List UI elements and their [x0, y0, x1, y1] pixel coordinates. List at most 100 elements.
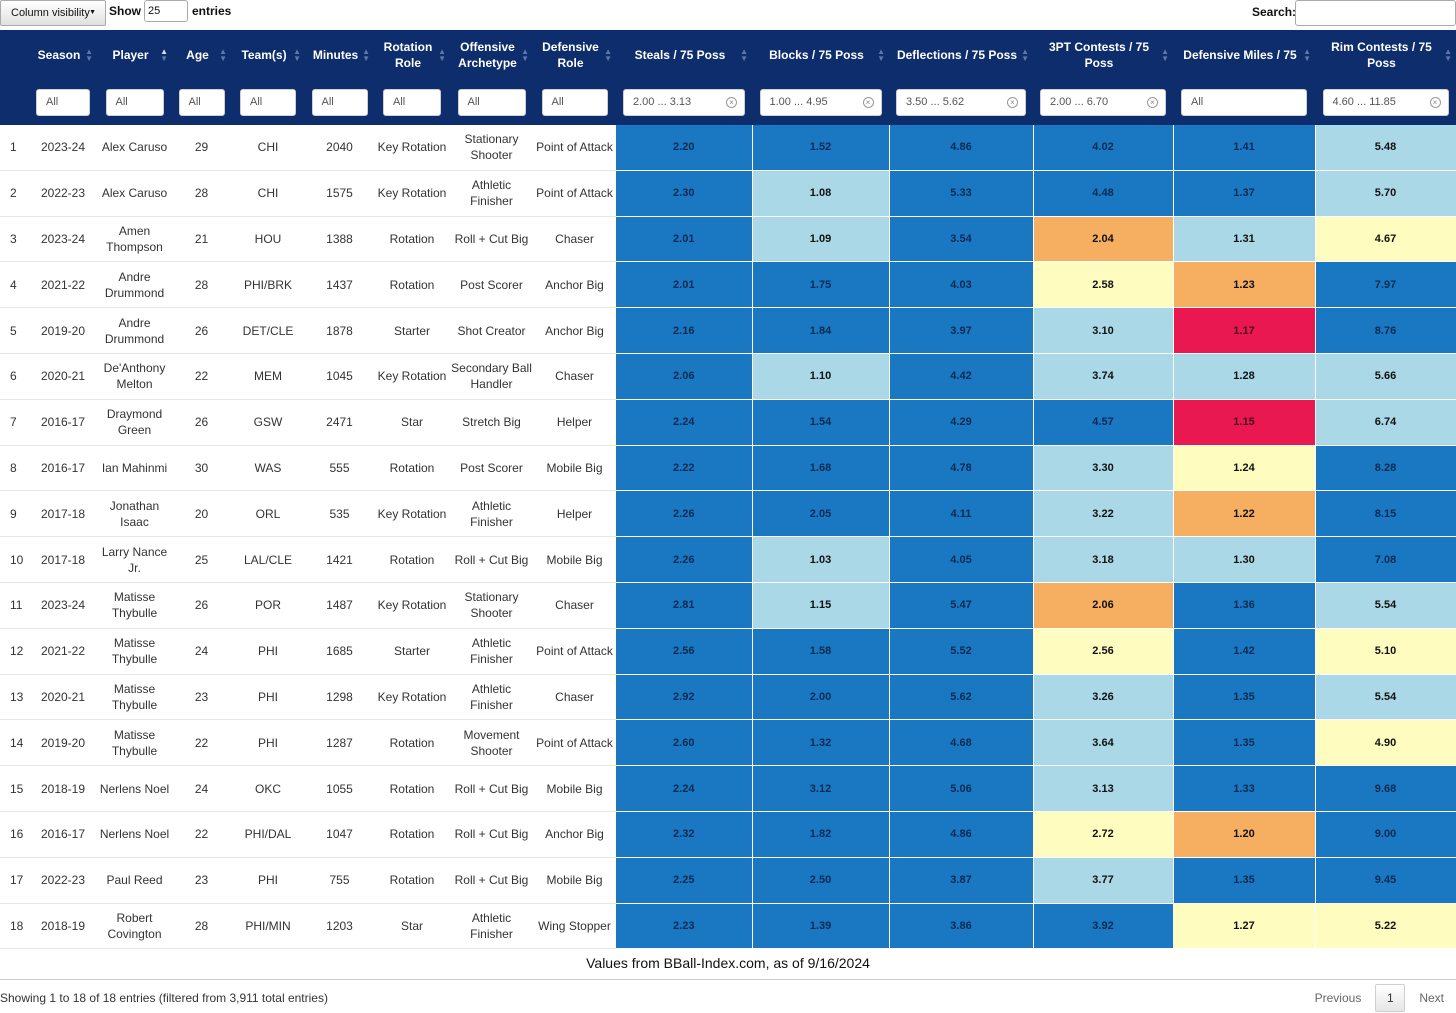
column-header-3pt-contests-75-poss[interactable]: 3PT Contests / 75 Poss ▲ ▼	[1033, 30, 1173, 80]
rotation-role-cell: Rotation	[374, 261, 450, 309]
blocks-cell: 2.00	[752, 674, 890, 721]
filter-input-rim-contests-75-poss[interactable]: 4.60 ... 11.85 ×	[1322, 88, 1449, 116]
column-header-rim-contests-75-poss[interactable]: Rim Contests / 75 Poss ▲ ▼	[1315, 30, 1456, 80]
clear-filter-icon[interactable]: ×	[862, 96, 874, 108]
blocks-cell: 1.82	[752, 811, 890, 858]
column-header-defensive-role[interactable]: Defensive Role ▲ ▼	[533, 30, 616, 80]
next-button[interactable]: Next	[1419, 991, 1444, 1005]
column-header-offensive-archetype[interactable]: Offensive Archetype ▲ ▼	[450, 30, 533, 80]
filter-input-3pt-contests-75-poss[interactable]: 2.00 ... 6.70 ×	[1040, 88, 1166, 116]
rim-contests-cell: 9.68	[1315, 765, 1456, 812]
filter-input-rotation-role[interactable]: All	[383, 88, 441, 116]
player-cell: Robert Covington	[97, 903, 172, 950]
steals-cell: 2.26	[616, 536, 753, 583]
steals-cell: 2.32	[616, 811, 753, 858]
minutes-cell: 1388	[305, 216, 374, 263]
row-number: 8	[0, 445, 29, 492]
clear-filter-icon[interactable]: ×	[726, 96, 737, 108]
minutes-cell: 555	[305, 445, 374, 492]
clear-filter-icon[interactable]: ×	[1429, 96, 1441, 108]
age-cell: 30	[172, 445, 231, 492]
filter-cell: All	[29, 79, 97, 125]
offensive-archetype-cell: Movement Shooter	[450, 719, 533, 767]
team-cell: PHI/MIN	[231, 903, 305, 950]
sort-icon: ▲ ▼	[740, 47, 748, 63]
column-header-team-s[interactable]: Team(s) ▲ ▼	[231, 30, 305, 80]
season-cell: 2016-17	[29, 811, 97, 858]
player-cell: Ian Mahinmi	[97, 445, 172, 492]
offensive-archetype-cell: Stationary Shooter	[450, 582, 533, 629]
three-pt-contests-cell: 3.92	[1033, 903, 1174, 950]
offensive-archetype-cell: Athletic Finisher	[450, 674, 533, 721]
rim-contests-cell: 5.54	[1315, 674, 1456, 721]
page-button-1[interactable]: 1	[1375, 984, 1406, 1012]
offensive-archetype-cell: Athletic Finisher	[450, 628, 533, 675]
clear-filter-icon[interactable]: ×	[1007, 96, 1018, 108]
sort-icon: ▲ ▼	[877, 47, 885, 63]
defensive-role-cell: Helper	[533, 490, 616, 538]
filter-input-player[interactable]: All	[105, 88, 164, 116]
defensive-miles-cell: 1.37	[1173, 170, 1316, 217]
column-header-defensive-miles-75[interactable]: Defensive Miles / 75 ▲ ▼	[1173, 30, 1315, 80]
defensive-miles-cell: 1.35	[1173, 719, 1316, 767]
team-cell: PHI/DAL	[231, 811, 305, 858]
filter-input-offensive-archetype[interactable]: All	[457, 88, 526, 116]
blocks-cell: 1.54	[752, 399, 890, 446]
defensive-miles-cell: 1.23	[1173, 261, 1316, 309]
table-row: 8 2016-17 Ian Mahinmi 30 WAS 555 Rotation Post …	[0, 445, 1456, 492]
offensive-archetype-cell: Roll + Cut Big	[450, 765, 533, 812]
column-header-player[interactable]: Player ▲ ▼	[97, 30, 172, 80]
deflections-cell: 4.03	[889, 261, 1034, 309]
age-cell: 28	[172, 261, 231, 309]
player-cell: Nerlens Noel	[97, 811, 172, 858]
filter-cell: All	[231, 79, 305, 125]
defensive-role-cell: Mobile Big	[533, 857, 616, 904]
column-header-age[interactable]: Age ▲ ▼	[172, 30, 231, 80]
sort-icon: ▲ ▼	[521, 47, 529, 63]
deflections-cell: 5.06	[889, 765, 1034, 812]
filter-input-team-s[interactable]: All	[240, 88, 296, 116]
column-header-deflections-75-poss[interactable]: Deflections / 75 Poss ▲ ▼	[889, 30, 1033, 80]
filter-input-defensive-miles-75[interactable]: All	[1181, 88, 1307, 116]
column-header-minutes[interactable]: Minutes ▲ ▼	[305, 30, 374, 80]
table-row: 13 2020-21 Matisse Thybulle 23 PHI 1298 Key Ro…	[0, 674, 1456, 721]
defensive-role-cell: Wing Stopper	[533, 903, 616, 950]
page-length-control: Show entries	[109, 0, 231, 22]
column-header-label: 3PT Contests / 75 Poss	[1048, 40, 1150, 71]
column-header-rotation-role[interactable]: Rotation Role ▲ ▼	[374, 30, 450, 80]
team-cell: DET/CLE	[231, 307, 305, 354]
defensive-role-cell: Point of Attack	[533, 170, 616, 217]
season-cell: 2018-19	[29, 903, 97, 950]
filter-input-steals-75-poss[interactable]: 2.00 ... 3.13 ×	[623, 88, 745, 116]
column-header-season[interactable]: Season ▲ ▼	[29, 30, 97, 80]
column-header-steals-75-poss[interactable]: Steals / 75 Poss ▲ ▼	[616, 30, 752, 80]
blocks-cell: 1.39	[752, 903, 890, 950]
search-input[interactable]	[1295, 0, 1456, 26]
steals-cell: 2.56	[616, 628, 753, 675]
filter-input-age[interactable]: All	[178, 88, 225, 116]
row-number: 10	[0, 536, 29, 583]
column-header-blocks-75-poss[interactable]: Blocks / 75 Poss ▲ ▼	[752, 30, 889, 80]
three-pt-contests-cell: 3.18	[1033, 536, 1174, 583]
filter-input-defensive-role[interactable]: All	[541, 88, 608, 116]
table-row: 3 2023-24 Amen Thompson 21 HOU 1388 Rotation Ro…	[0, 216, 1456, 263]
defensive-miles-cell: 1.35	[1173, 857, 1316, 904]
offensive-archetype-cell: Shot Creator	[450, 307, 533, 354]
previous-button[interactable]: Previous	[1314, 991, 1362, 1005]
deflections-cell: 3.86	[889, 903, 1034, 950]
page-length-select[interactable]	[144, 0, 188, 22]
offensive-archetype-cell: Secondary Ball Handler	[450, 353, 533, 400]
filter-input-blocks-75-poss[interactable]: 1.00 ... 4.95 ×	[759, 88, 882, 116]
table-row: 6 2020-21 De'Anthony Melton 22 MEM 1045 Key Ro…	[0, 353, 1456, 400]
rim-contests-cell: 8.28	[1315, 445, 1456, 492]
three-pt-contests-cell: 3.10	[1033, 307, 1174, 354]
column-visibility-button[interactable]: Column visibility ▼	[0, 0, 106, 26]
clear-filter-icon[interactable]: ×	[1147, 96, 1158, 108]
minutes-cell: 1287	[305, 719, 374, 767]
header-row: Season ▲ ▼ Player ▲ ▼ Age ▲ ▼ Team(s) ▲ ▼ Minutes ▲ ▼ R…	[0, 30, 1456, 80]
filter-input-season[interactable]: All	[36, 88, 90, 116]
filter-input-deflections-75-poss[interactable]: 3.50 ... 5.62 ×	[896, 88, 1026, 116]
filter-input-minutes[interactable]: All	[311, 88, 368, 116]
defensive-role-cell: Anchor Big	[533, 307, 616, 354]
defensive-miles-cell: 1.35	[1173, 674, 1316, 721]
